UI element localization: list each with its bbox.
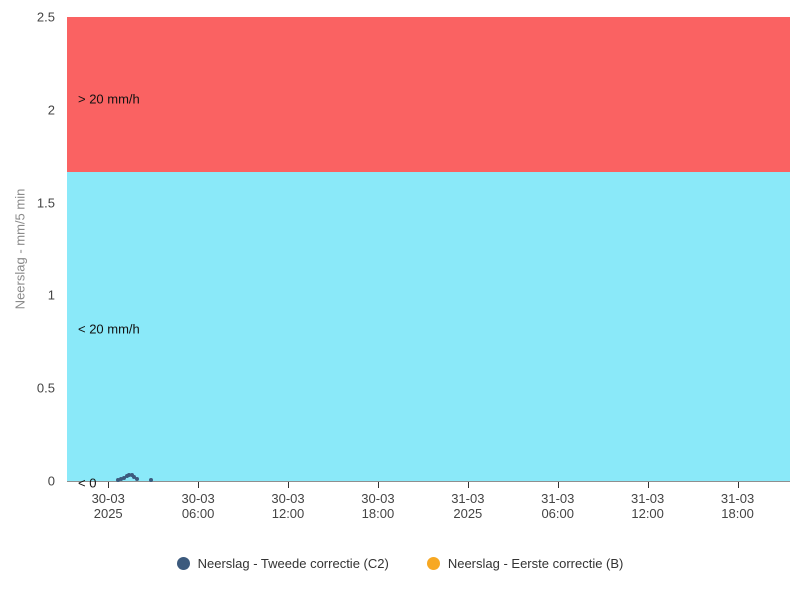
x-tick-label: 31-03 06:00 — [541, 491, 574, 521]
y-tick-label: 1 — [47, 287, 55, 303]
data-point — [118, 476, 123, 481]
y-tick-label: 2 — [47, 102, 55, 118]
x-tick-mark — [288, 482, 290, 488]
data-point — [127, 473, 132, 478]
data-point — [122, 475, 127, 480]
band-above-20-mmh — [67, 17, 790, 172]
x-tick-time: 12:00 — [631, 506, 664, 521]
chart-annotation: < 20 mm/h — [78, 321, 140, 337]
x-tick-date: 31-03 — [631, 491, 665, 506]
x-axis: 30-03 2025 30-03 06:00 30-03 12:00 30-03 18:00 3… — [67, 481, 790, 531]
chart-annotation: < 0 — [78, 475, 97, 491]
x-tick-mark — [108, 482, 110, 488]
x-tick-date: 31-03 — [451, 491, 485, 506]
x-tick-date: 30-03 — [361, 491, 395, 506]
x-tick-date: 31-03 — [720, 491, 755, 506]
x-tick-time: 12:00 — [271, 506, 305, 521]
y-tick-label: 2.5 — [36, 9, 55, 25]
x-tick-label: 30-03 06:00 — [181, 491, 214, 521]
legend: Neerslag - Tweede correctie (C2) Neerslag… — [0, 556, 800, 571]
data-point — [129, 473, 134, 478]
x-tick-mark — [647, 482, 649, 488]
x-tick-label: 30-03 18:00 — [361, 491, 394, 521]
legend-item[interactable]: Neerslag - Tweede correctie (C2) — [176, 556, 389, 571]
x-tick-time: 06:00 — [181, 506, 215, 521]
legend-label: Neerslag - Eerste correctie (B) — [447, 556, 624, 571]
data-point — [132, 474, 137, 479]
y-tick-label: 0 — [47, 473, 55, 489]
x-tick-time: 2025 — [93, 506, 123, 521]
plot-area[interactable]: > 20 mm/h < 20 mm/h < 0 — [67, 17, 790, 490]
band-below-20-mmh — [67, 171, 790, 481]
x-tick-time: 2025 — [453, 506, 483, 521]
x-tick-label: 30-03 2025 — [92, 491, 125, 521]
x-tick-label: 30-03 12:00 — [271, 491, 304, 521]
y-tick-label: 1.5 — [36, 195, 55, 211]
chart-annotation: > 20 mm/h — [78, 91, 140, 107]
legend-marker-icon — [426, 557, 440, 570]
x-tick-time: 06:00 — [541, 506, 574, 521]
legend-item[interactable]: Neerslag - Eerste correctie (B) — [426, 556, 624, 571]
data-point — [124, 474, 129, 479]
y-axis: 0 0.5 1 1.5 2 2.5 — [0, 0, 58, 600]
y-tick-label: 0.5 — [36, 380, 55, 396]
x-tick-mark — [377, 482, 379, 488]
x-tick-label: 31-03 2025 — [451, 491, 484, 521]
x-tick-date: 30-03 — [271, 491, 305, 506]
x-tick-time: 18:00 — [721, 506, 754, 521]
x-tick-mark — [198, 482, 200, 488]
x-tick-label: 31-03 18:00 — [721, 491, 754, 521]
x-tick-date: 31-03 — [541, 491, 575, 506]
data-point — [134, 476, 139, 481]
data-point — [148, 477, 153, 482]
data-point — [116, 477, 121, 482]
x-tick-time: 18:00 — [361, 506, 395, 521]
x-tick-mark — [557, 482, 559, 488]
legend-label: Neerslag - Tweede correctie (C2) — [197, 556, 389, 571]
x-tick-mark — [467, 482, 469, 488]
legend-marker-icon — [176, 557, 190, 570]
x-tick-date: 30-03 — [181, 491, 215, 506]
x-tick-mark — [737, 482, 739, 488]
x-tick-date: 30-03 — [91, 491, 125, 506]
x-tick-label: 31-03 12:00 — [631, 491, 664, 521]
